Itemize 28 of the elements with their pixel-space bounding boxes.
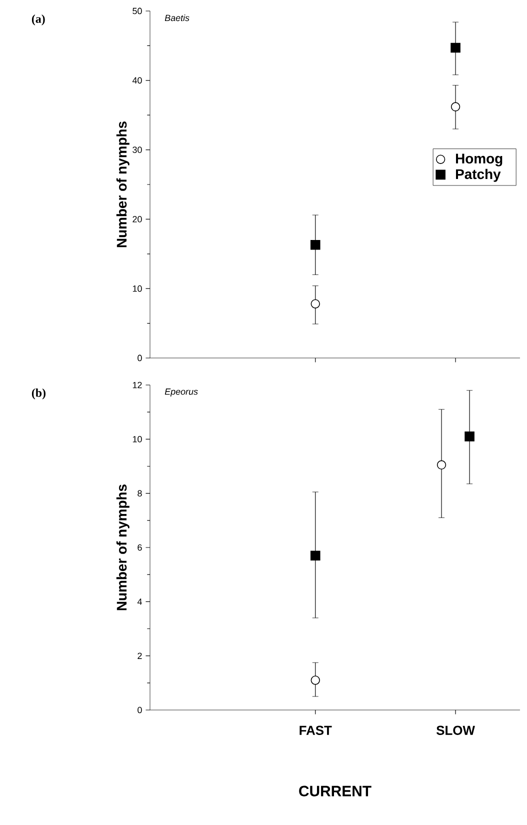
text: (b) <box>32 388 46 400</box>
x-axis-title: CURRENT <box>299 786 372 796</box>
legend-label: Homog <box>456 154 502 166</box>
legend-label: Patchy <box>456 168 501 182</box>
chart-title: Baetis <box>164 14 190 22</box>
y-tick-label: 4 <box>137 598 142 605</box>
x-tick-label: FAST <box>300 726 332 735</box>
y-tick-label: 20 <box>132 216 142 222</box>
text: (a) <box>32 14 45 26</box>
y-tick-label: 0 <box>138 706 142 714</box>
y-tick-label: 2 <box>138 652 142 659</box>
y-tick-label: 10 <box>132 285 142 292</box>
y-tick-label: 0 <box>138 354 142 362</box>
point <box>310 299 320 308</box>
y-tick-label: 30 <box>132 146 142 153</box>
y-axis-title: Number of nymphs <box>116 484 130 610</box>
point <box>310 240 320 250</box>
y-tick-label: 12 <box>132 382 142 388</box>
y-axis-title: Number of nymphs <box>116 122 130 248</box>
chart-title: Epeorus <box>164 388 198 397</box>
y-tick-label: 6 <box>138 544 142 551</box>
point <box>450 102 460 112</box>
point <box>450 42 460 53</box>
y-tick-label: 40 <box>132 77 142 84</box>
y-tick-label: 8 <box>138 490 142 497</box>
x-tick-label: SLOW <box>436 726 475 735</box>
y-tick-label: 10 <box>132 436 142 442</box>
y-tick-label: 50 <box>132 8 142 14</box>
